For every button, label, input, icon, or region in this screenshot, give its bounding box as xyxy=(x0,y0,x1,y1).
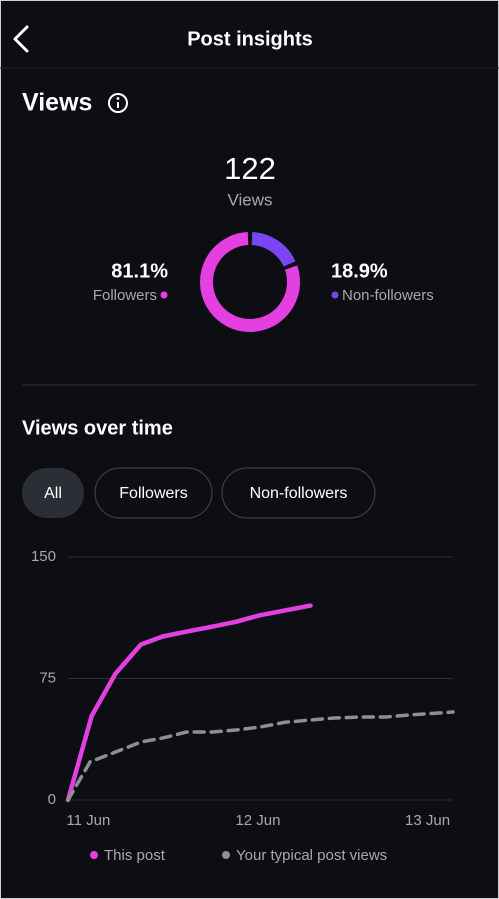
legend-dot xyxy=(331,291,339,299)
chart-title: Views over time xyxy=(22,417,173,439)
header-title: Post insights xyxy=(187,28,313,50)
chip-background[interactable] xyxy=(22,468,84,518)
chip-background[interactable] xyxy=(221,467,376,519)
pie-category-label: Non-followers xyxy=(342,287,434,304)
pie-value-label: 81.1% xyxy=(111,260,168,282)
views-total: 122 xyxy=(224,151,276,186)
series-line xyxy=(66,710,455,802)
info-icon[interactable] xyxy=(108,93,128,113)
legend-label: This post xyxy=(104,847,166,864)
legend-dot xyxy=(222,851,230,859)
donut-segment xyxy=(200,232,300,332)
x-tick-label: 11 Jun xyxy=(66,812,110,829)
y-tick-label: 0 xyxy=(48,791,56,808)
views-total-label: Views xyxy=(227,190,272,209)
chip-label[interactable]: Followers xyxy=(119,485,187,502)
y-tick-label: 150 xyxy=(31,548,56,565)
y-tick-label: 75 xyxy=(39,669,56,686)
chip-label[interactable]: All xyxy=(44,485,62,502)
section-title: Views xyxy=(22,89,92,117)
filter-chip[interactable]: Non-followers xyxy=(221,467,376,519)
chip-label[interactable]: Non-followers xyxy=(250,485,348,502)
back-button[interactable] xyxy=(13,25,29,53)
x-tick-label: 13 Jun xyxy=(405,812,450,829)
filter-chip[interactable]: All xyxy=(22,468,84,518)
filter-chip[interactable]: Followers xyxy=(94,467,213,519)
legend-label: Your typical post views xyxy=(236,847,387,864)
series-line xyxy=(65,603,313,803)
pie-value-label: 18.9% xyxy=(331,260,388,282)
legend-dot xyxy=(90,851,98,859)
x-tick-label: 12 Jun xyxy=(235,812,280,829)
pie-category-label: Followers xyxy=(93,287,157,304)
legend-dot xyxy=(160,291,168,299)
donut-segment xyxy=(251,232,296,267)
chip-background[interactable] xyxy=(94,467,213,519)
